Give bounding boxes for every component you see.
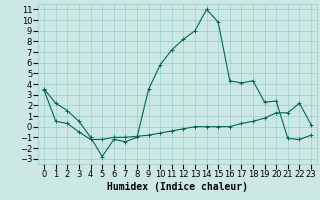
X-axis label: Humidex (Indice chaleur): Humidex (Indice chaleur) <box>107 182 248 192</box>
